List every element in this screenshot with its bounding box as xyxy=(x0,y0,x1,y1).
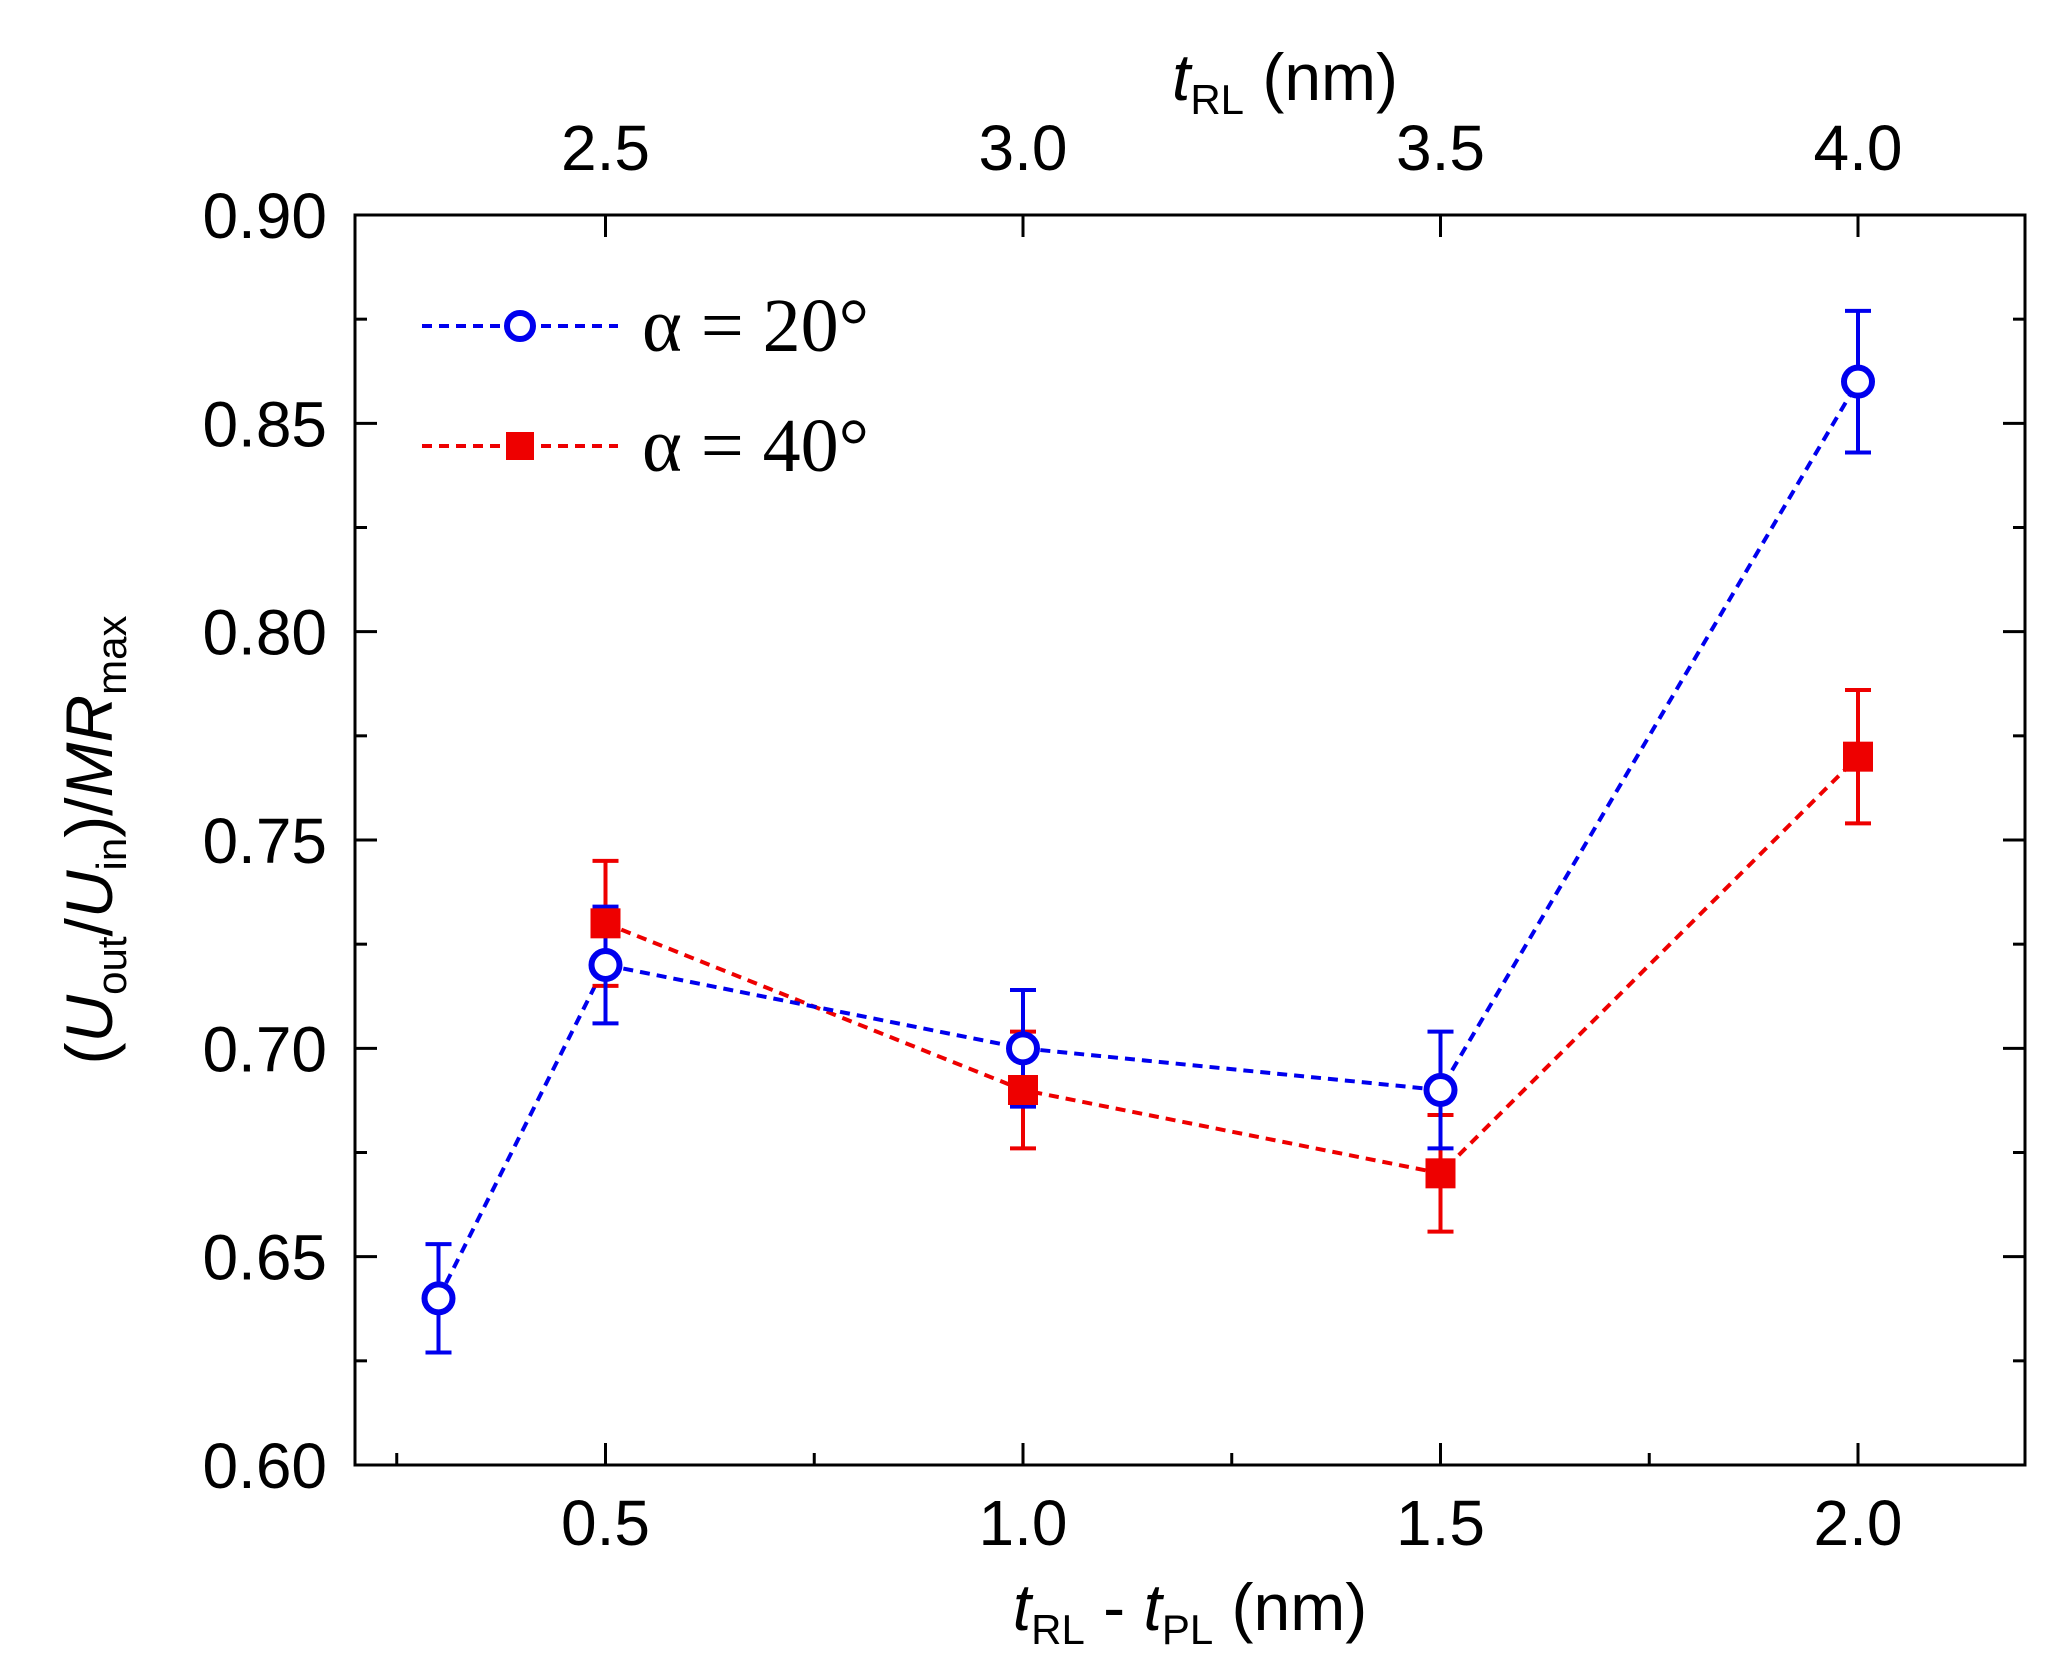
x-bottom-tick-label: 1.0 xyxy=(979,1487,1068,1559)
legend-label-alpha40: α = 40° xyxy=(642,404,869,488)
x-top-tick-label: 2.5 xyxy=(561,112,650,184)
series-line-alpha40 xyxy=(604,755,1860,1176)
y-tick-label: 0.60 xyxy=(202,1430,327,1502)
y-tick-label: 0.65 xyxy=(202,1222,327,1294)
legend-marker-alpha40 xyxy=(506,432,534,460)
legend-label-alpha20: α = 20° xyxy=(642,284,869,368)
series-line-alpha20 xyxy=(436,380,1860,1300)
x-top-tick-label: 3.5 xyxy=(1396,112,1485,184)
x-bottom-tick-labels: 0.5 1.0 1.5 2.0 xyxy=(561,1487,1902,1559)
data-point-alpha20 xyxy=(1423,1073,1458,1107)
data-point-alpha20 xyxy=(1841,364,1875,399)
y-tick-label: 0.70 xyxy=(202,1013,327,1085)
y-tick-label: 0.90 xyxy=(202,180,327,252)
x-bottom-tick-label: 0.5 xyxy=(561,1487,650,1559)
y-tick-label: 0.80 xyxy=(202,597,327,669)
y-tick-labels: 0.60 0.65 0.70 0.75 0.80 0.85 0.90 xyxy=(202,180,327,1502)
x-top-tick-label: 3.0 xyxy=(979,112,1068,184)
x-bottom-tick-label: 1.5 xyxy=(1396,1487,1485,1559)
series-lines xyxy=(436,380,1860,1300)
data-point-alpha40 xyxy=(1008,1075,1038,1105)
x-top-axis-title: tRL (nm) xyxy=(1172,40,1398,123)
data-markers xyxy=(421,364,1875,1316)
y-axis-title: (Uout/Uin)/MRmax xyxy=(52,615,135,1064)
data-point-alpha40 xyxy=(1843,741,1873,772)
legend-marker-alpha20 xyxy=(504,310,536,342)
data-point-alpha20 xyxy=(588,948,623,982)
x-bottom-tick-label: 2.0 xyxy=(1814,1487,1903,1559)
data-point-alpha20 xyxy=(421,1281,456,1316)
x-top-tick-label: 4.0 xyxy=(1814,112,1903,184)
x-bottom-axis-title: tRL - tPL (nm) xyxy=(1013,1570,1367,1653)
axis-ticks xyxy=(355,213,2025,1467)
y-tick-label: 0.85 xyxy=(202,388,327,460)
data-point-alpha40 xyxy=(1425,1158,1456,1189)
y-tick-label: 0.75 xyxy=(202,805,327,877)
x-top-tick-labels: 2.5 3.0 3.5 4.0 xyxy=(561,112,1902,184)
data-point-alpha20 xyxy=(1006,1031,1040,1066)
legend: α = 20° α = 40° xyxy=(422,284,869,488)
data-point-alpha40 xyxy=(590,908,621,939)
